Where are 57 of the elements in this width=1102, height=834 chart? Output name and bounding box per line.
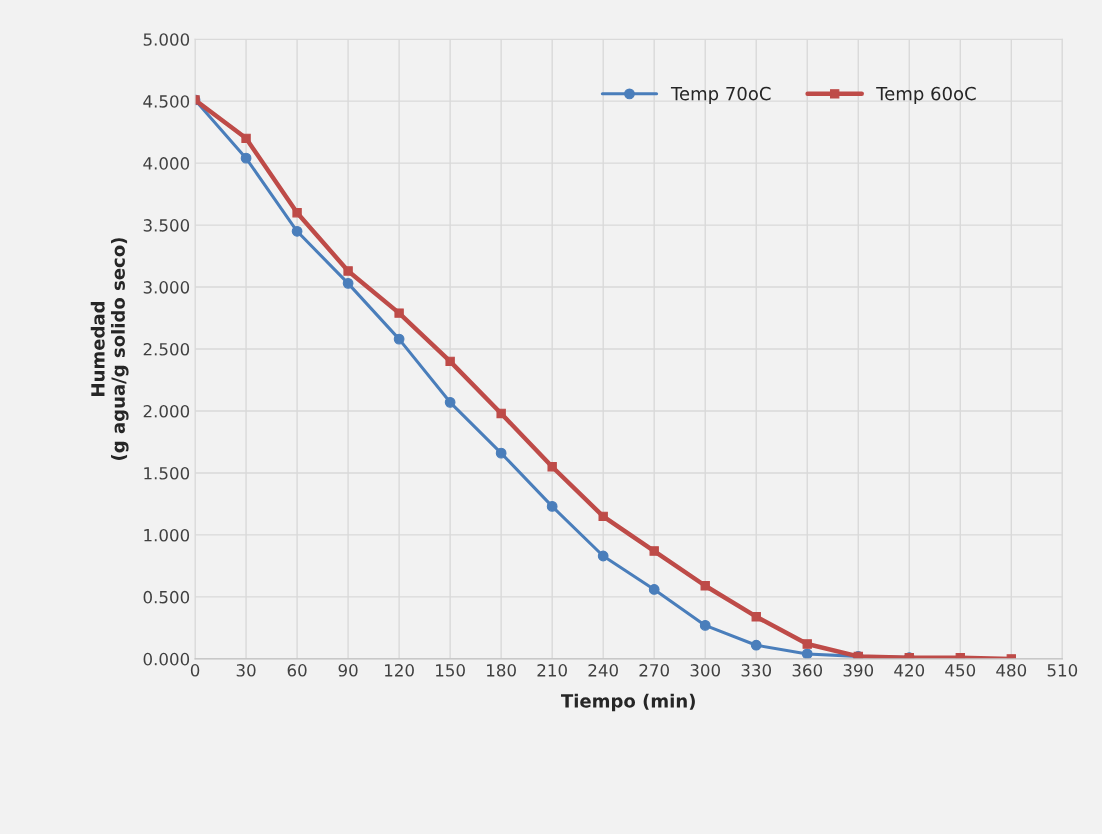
- point: [598, 511, 608, 522]
- point: [495, 447, 507, 459]
- point: [547, 462, 557, 472]
- point: [342, 277, 354, 289]
- point: [496, 408, 506, 419]
- x-axis-title: Tiempo (min): [561, 693, 695, 712]
- x-tick-label: 480: [996, 664, 1027, 677]
- point: [802, 639, 812, 649]
- x-tick-label: 0: [190, 664, 200, 677]
- x-tick-label: 240: [588, 664, 618, 677]
- legend-label: Temp 70oC: [670, 86, 771, 104]
- point: [750, 639, 762, 651]
- point: [597, 550, 609, 562]
- x-tick-label: 510: [1047, 664, 1078, 677]
- point: [394, 308, 404, 318]
- point: [801, 648, 813, 659]
- y-tick-label: 0.500: [143, 590, 190, 604]
- x-tick-label: 60: [287, 664, 307, 677]
- y-tick-label: 1.500: [144, 466, 190, 480]
- y-tick-label: 3.500: [143, 219, 190, 232]
- x-tick-label: 330: [741, 664, 772, 677]
- point: [240, 152, 252, 164]
- point: [291, 225, 303, 237]
- y-tick-label: 0.000: [143, 652, 190, 666]
- y-axis-title: Humedad (g agua/g solido seco): [90, 238, 129, 460]
- legend-label: Temp 60oC: [876, 86, 976, 104]
- point: [241, 133, 251, 144]
- x-tick-label: 30: [236, 664, 256, 677]
- x-tick-label: 270: [639, 664, 669, 677]
- point: [649, 546, 659, 556]
- point: [343, 266, 353, 276]
- point: [444, 396, 456, 408]
- point: [751, 612, 761, 622]
- point: [445, 356, 455, 367]
- x-tick-label: 210: [537, 664, 567, 677]
- point: [700, 581, 710, 591]
- point: [546, 501, 558, 512]
- x-tick-label: 390: [843, 664, 874, 677]
- x-tick-label: 450: [945, 664, 976, 677]
- x-tick-label: 300: [690, 664, 721, 677]
- x-tick-label: 420: [894, 664, 925, 677]
- y-tick-label: 1.000: [144, 528, 190, 542]
- point: [292, 208, 302, 218]
- point: [393, 333, 405, 345]
- y-tick-label: 2.000: [143, 404, 190, 418]
- y-tick-label: 4.000: [143, 157, 190, 170]
- x-tick-label: 90: [338, 664, 358, 677]
- point: [648, 584, 660, 595]
- x-tick-label: 360: [792, 664, 823, 677]
- x-tick-label: 150: [436, 664, 465, 677]
- x-tick-label: 180: [487, 664, 516, 677]
- y-tick-label: 4.500: [143, 95, 190, 108]
- y-tick-label: 5.000: [143, 33, 190, 46]
- point: [699, 620, 711, 631]
- y-tick-label: 2.500: [143, 342, 190, 356]
- x-tick-label: 120: [385, 664, 414, 677]
- y-tick-label: 3.000: [143, 281, 190, 294]
